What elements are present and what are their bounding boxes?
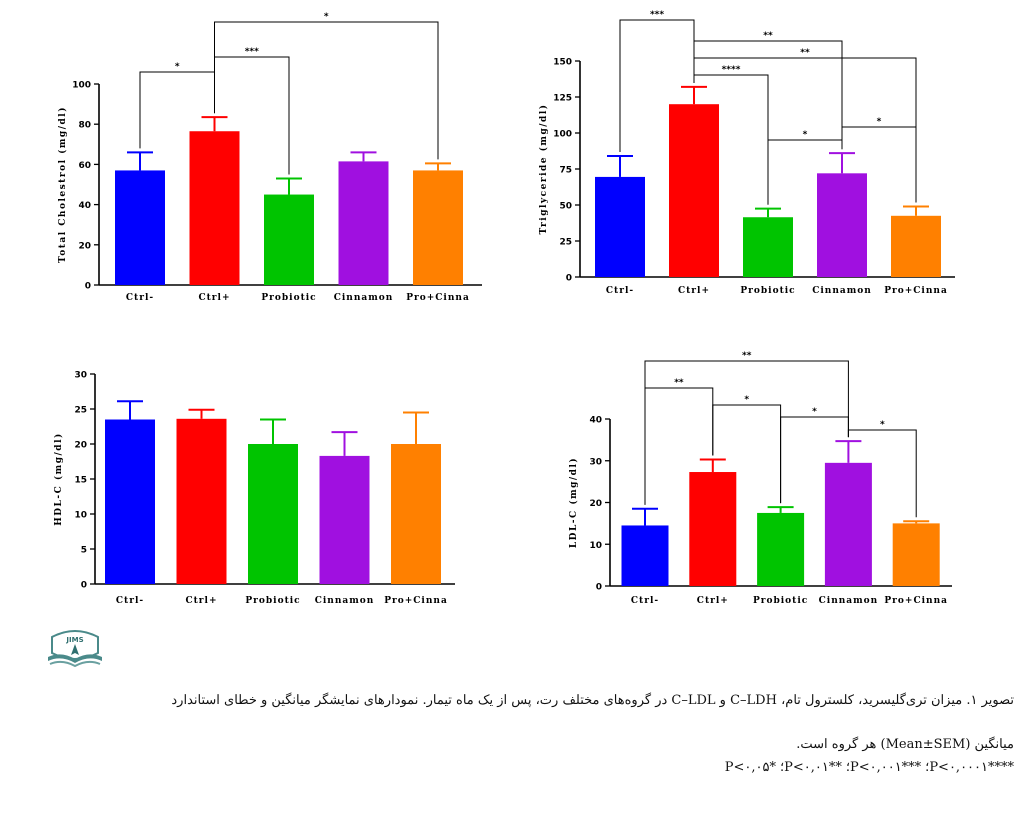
chart2-x-tick-label: Cinnamon bbox=[812, 286, 872, 296]
chart4-significance-bracket bbox=[780, 416, 849, 504]
chart2-x-tick-label: Ctrl+ bbox=[678, 286, 710, 296]
chart2-significance-label: ** bbox=[763, 31, 773, 41]
chart1-significance-label: * bbox=[175, 62, 180, 72]
chart3-y-tick-label: 25 bbox=[74, 406, 87, 416]
chart2-x-tick-label: Ctrl- bbox=[606, 286, 634, 296]
chart2-y-axis-label: Triglyceride (mg/dl) bbox=[538, 104, 549, 235]
journal-logo: JIMS bbox=[48, 630, 102, 668]
chart4-bar bbox=[689, 472, 737, 586]
chart3-y-tick-label: 0 bbox=[81, 581, 87, 591]
chart4-x-tick-label: Probiotic bbox=[753, 596, 808, 606]
chart4-significance-label: * bbox=[812, 407, 817, 417]
chart2-y-tick-label: 125 bbox=[553, 94, 572, 104]
chart4-bar bbox=[824, 462, 872, 586]
chart1-y-tick-label: 60 bbox=[78, 161, 91, 171]
chart4-bar bbox=[621, 525, 669, 586]
figure-caption-line1: تصویر ۱. میزان تری‌گلیسرید، کلسترول تام،… bbox=[171, 693, 1014, 708]
chart3-y-tick-label: 20 bbox=[74, 441, 87, 451]
chart4-bar bbox=[757, 512, 805, 586]
chart3-x-tick-label: Pro+Cinna bbox=[384, 596, 448, 606]
chart1-x-tick-label: Probiotic bbox=[261, 293, 316, 303]
chart3-y-tick-label: 30 bbox=[74, 371, 87, 381]
chart2-y-tick-label: 0 bbox=[566, 274, 572, 284]
chart2-y-tick-label: 100 bbox=[553, 130, 572, 140]
chart1-significance-label: * bbox=[324, 12, 329, 22]
chart4-bar bbox=[892, 523, 940, 586]
chart3-x-tick-label: Ctrl- bbox=[116, 596, 144, 606]
chart3-y-axis-label: HDL-C (mg/dl) bbox=[53, 432, 64, 526]
chart2-bar bbox=[891, 215, 941, 277]
chart1-y-tick-label: 0 bbox=[85, 282, 91, 292]
chart4-x-tick-label: Cinnamon bbox=[819, 596, 879, 606]
chart1-x-tick-label: Cinnamon bbox=[334, 293, 394, 303]
chart1-y-axis-label: Total Cholestrol (mg/dl) bbox=[57, 106, 68, 263]
chart3-bar bbox=[105, 419, 155, 584]
chart4-y-tick-label: 0 bbox=[596, 583, 602, 593]
chart1-x-tick-label: Pro+Cinna bbox=[406, 293, 470, 303]
sig-p0001: ****P<۰,۰۰۰۱؛ bbox=[925, 760, 1014, 775]
significance-legend: ****P<۰,۰۰۰۱؛***P<۰,۰۰۱؛**P<۰,۰۱؛*P<۰,۰۵ bbox=[22, 757, 1014, 779]
chart4-y-tick-label: 40 bbox=[589, 416, 602, 426]
chart3-x-tick-label: Probiotic bbox=[245, 596, 300, 606]
figure-caption-line2: میانگین (Mean±SEM) هر گروه است. bbox=[796, 737, 1014, 752]
chart4-significance-bracket bbox=[847, 429, 917, 518]
chart1-bar bbox=[338, 161, 389, 285]
chart3-bar bbox=[176, 418, 227, 584]
chart2-significance-label: ** bbox=[800, 48, 810, 58]
sig-p001: ***P<۰,۰۰۱؛ bbox=[845, 760, 922, 775]
chart1-significance-bracket bbox=[214, 21, 439, 160]
chart1-bar bbox=[189, 131, 240, 285]
chart2-bar bbox=[817, 173, 867, 277]
sig-p05: *P<۰,۰۵ bbox=[724, 760, 776, 775]
chart1-y-tick-label: 20 bbox=[78, 241, 91, 251]
chart2-significance-label: **** bbox=[722, 65, 741, 75]
chart2-x-tick-label: Pro+Cinna bbox=[884, 286, 948, 296]
chart2-significance-bracket bbox=[841, 126, 917, 203]
logo-text: JIMS bbox=[65, 636, 83, 644]
chart3-bar bbox=[248, 444, 298, 584]
chart4-y-tick-label: 20 bbox=[589, 499, 602, 509]
chart4-significance-label: * bbox=[880, 420, 885, 430]
chart3-bar bbox=[391, 444, 441, 584]
chart2-significance-label: * bbox=[803, 130, 808, 140]
chart4-x-tick-label: Pro+Cinna bbox=[884, 596, 948, 606]
chart4-significance-label: ** bbox=[742, 351, 752, 361]
chart2-y-tick-label: 150 bbox=[553, 58, 572, 68]
chart2-significance-label: *** bbox=[650, 10, 664, 20]
chart1-x-tick-label: Ctrl+ bbox=[198, 293, 230, 303]
chart4-y-tick-label: 30 bbox=[589, 457, 602, 467]
chart3-y-tick-label: 5 bbox=[81, 546, 87, 556]
chart2-bar bbox=[669, 104, 719, 277]
chart1-significance-label: *** bbox=[245, 47, 259, 57]
chart3-bar bbox=[319, 455, 370, 584]
sig-p01: **P<۰,۰۱؛ bbox=[779, 760, 842, 775]
chart1-bar bbox=[413, 170, 463, 285]
chart3-x-tick-label: Cinnamon bbox=[315, 596, 375, 606]
chart4-y-axis-label: LDL-C (mg/dl) bbox=[568, 457, 579, 548]
chart4-x-tick-label: Ctrl- bbox=[631, 596, 659, 606]
chart3-x-tick-label: Ctrl+ bbox=[185, 596, 217, 606]
chart4-significance-label: ** bbox=[674, 378, 684, 388]
chart2-y-tick-label: 50 bbox=[559, 202, 572, 212]
chart3-y-tick-label: 15 bbox=[74, 476, 87, 486]
chart2-significance-label: * bbox=[877, 117, 882, 127]
chart4-x-tick-label: Ctrl+ bbox=[697, 596, 729, 606]
chart1-bar bbox=[115, 170, 165, 285]
chart2-bar bbox=[595, 176, 645, 277]
chart4-significance-label: * bbox=[744, 395, 749, 405]
chart1-x-tick-label: Ctrl- bbox=[126, 293, 154, 303]
chart2-y-tick-label: 25 bbox=[559, 238, 572, 248]
chart3-y-tick-label: 10 bbox=[74, 511, 87, 521]
chart2-y-tick-label: 75 bbox=[559, 166, 572, 176]
chart2-x-tick-label: Probiotic bbox=[740, 286, 795, 296]
chart1-y-tick-label: 80 bbox=[78, 121, 91, 131]
chart4-y-tick-label: 10 bbox=[589, 541, 602, 551]
chart1-bar bbox=[264, 194, 314, 285]
chart1-y-tick-label: 100 bbox=[72, 81, 91, 91]
chart2-bar bbox=[743, 217, 793, 277]
chart1-y-tick-label: 40 bbox=[78, 201, 91, 211]
